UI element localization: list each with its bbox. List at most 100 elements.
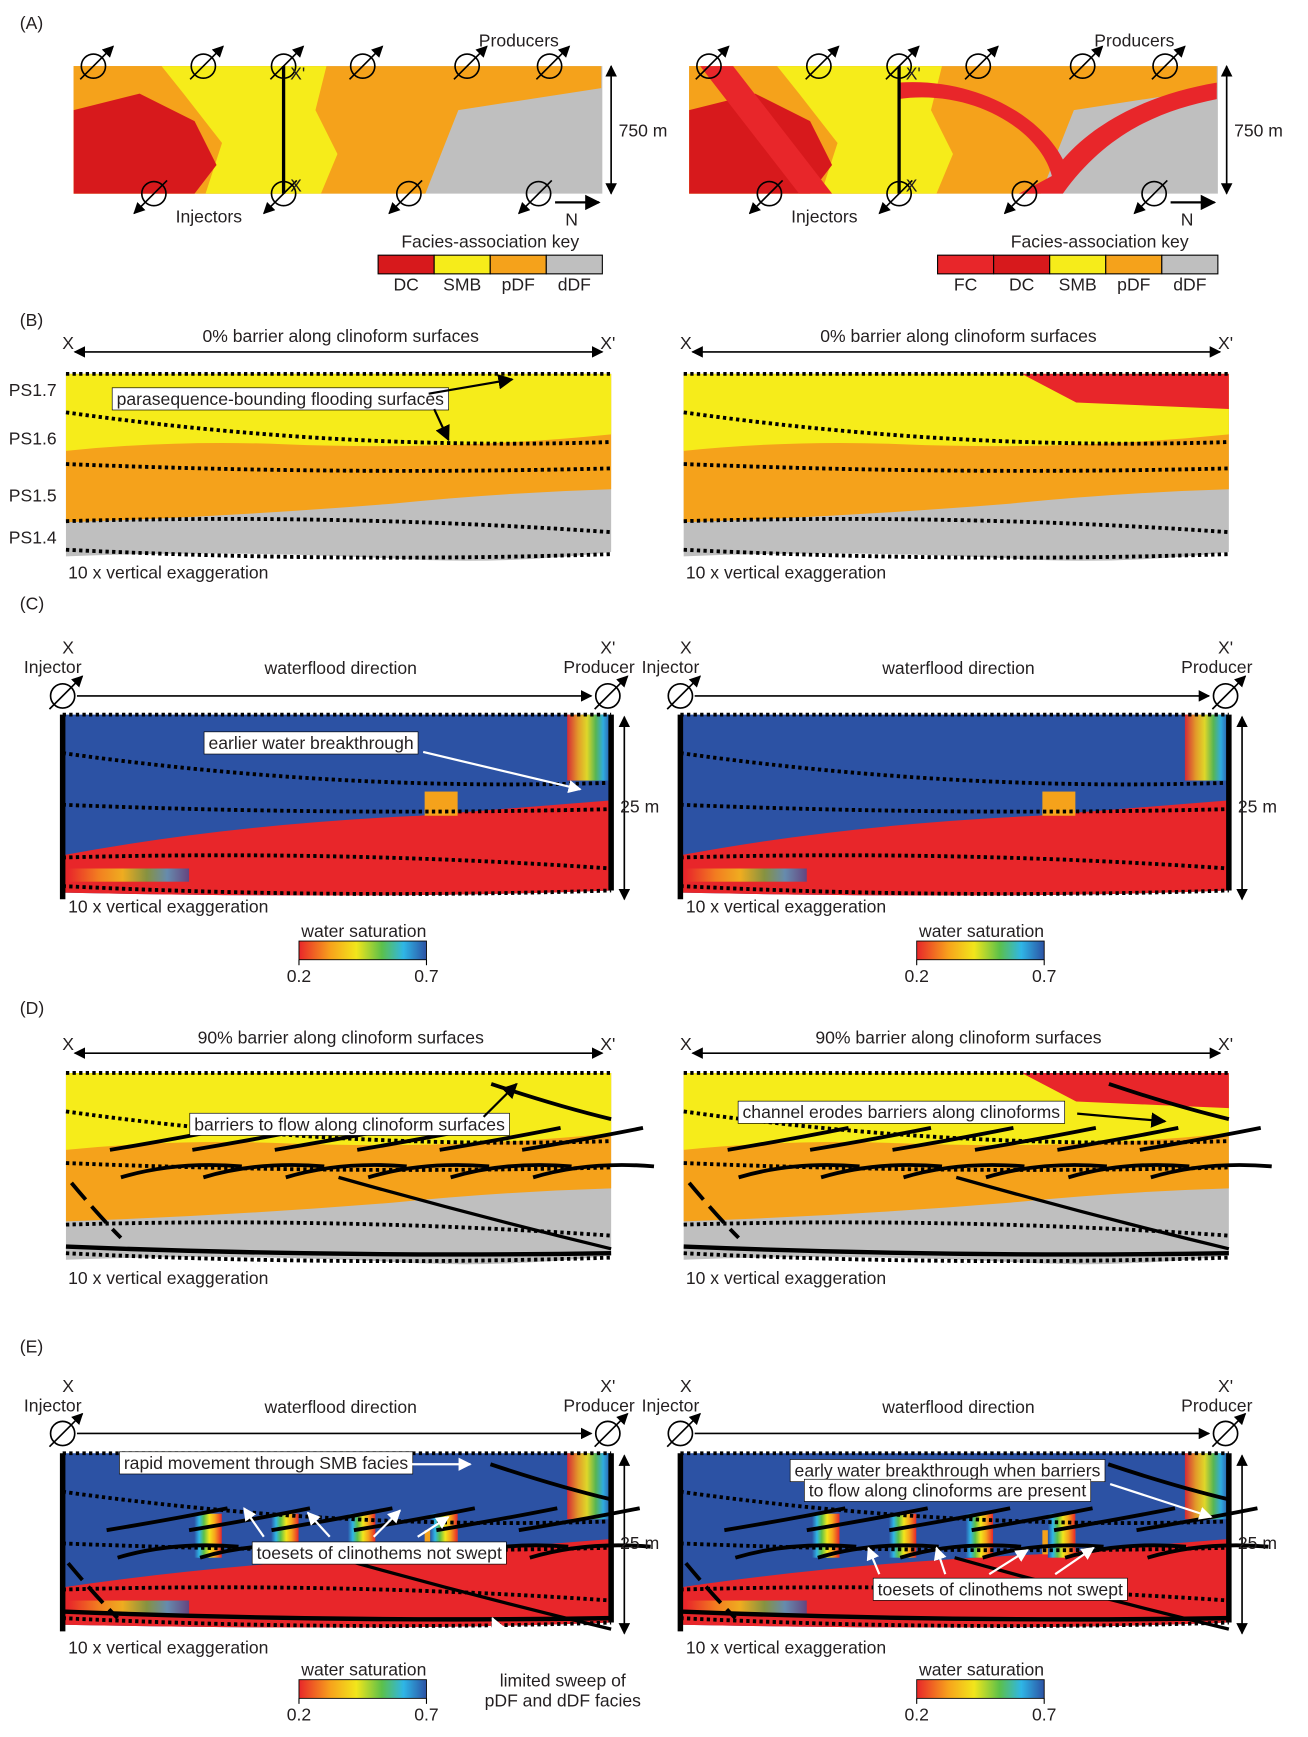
well-label: Producer xyxy=(563,1396,634,1416)
saturation-front xyxy=(1185,715,1229,781)
key-swatch xyxy=(1050,255,1106,274)
exaggeration-label: 10 x vertical exaggeration xyxy=(686,1638,886,1658)
annotation: barriers to flow along clinoform surface… xyxy=(194,1114,505,1134)
key-label: pDF xyxy=(1117,275,1150,295)
well-label: Injector xyxy=(642,657,700,677)
key-label: dDF xyxy=(1173,275,1206,295)
colorbar-title: water saturation xyxy=(918,921,1044,941)
well-arrow xyxy=(1212,1414,1245,1447)
section-title: 0% barrier along clinoform surfaces xyxy=(202,326,479,346)
key-label: FC xyxy=(954,275,978,295)
annotation: earlier water breakthrough xyxy=(208,733,413,753)
scale-label: 25 m xyxy=(620,797,659,817)
section-end-label: X' xyxy=(600,1034,615,1054)
panel-label: (A) xyxy=(20,13,43,33)
section-title: 90% barrier along clinoform surfaces xyxy=(815,1028,1101,1048)
scale-label: 25 m xyxy=(620,1533,659,1553)
key-title: Facies-association key xyxy=(401,232,579,252)
exaggeration-label: 10 x vertical exaggeration xyxy=(686,563,886,583)
well-arrow xyxy=(49,676,82,709)
annotation: toesets of clinothems not swept xyxy=(878,1579,1123,1599)
colorbar-label: 0.7 xyxy=(414,966,438,986)
flow-label: waterflood direction xyxy=(264,1397,417,1417)
section-end-label: X xyxy=(62,1034,74,1054)
section-end-label: X xyxy=(62,1376,74,1396)
colorbar-title: water saturation xyxy=(300,1660,426,1680)
colorbar-label: 0.2 xyxy=(287,1705,311,1725)
section-end-label: X' xyxy=(1218,1034,1233,1054)
section-end-label: X xyxy=(62,333,74,353)
well-label: Producer xyxy=(1181,657,1252,677)
figure: (A)(B)(C)(D)(E)X'XProducersInjectors750 … xyxy=(0,0,1308,1737)
colorbar xyxy=(299,941,427,960)
annotation: pDF and dDF facies xyxy=(485,1690,642,1710)
panel-label: (E) xyxy=(20,1336,43,1356)
section-end-label: X xyxy=(680,637,692,657)
flow-label: waterflood direction xyxy=(881,658,1034,678)
key-label: dDF xyxy=(558,275,591,295)
well-arrow xyxy=(667,1414,700,1447)
key-label: pDF xyxy=(502,275,535,295)
panel-label: (D) xyxy=(20,998,44,1018)
key-label: DC xyxy=(393,275,419,295)
panel-label: (C) xyxy=(20,593,44,613)
colorbar-title: water saturation xyxy=(300,921,426,941)
annotation: limited sweep of xyxy=(500,1671,626,1691)
annotation: toesets of clinothems not swept xyxy=(257,1543,502,1563)
key-label: SMB xyxy=(1059,275,1097,295)
key-label: DC xyxy=(1009,275,1035,295)
colorbar-label: 0.7 xyxy=(414,1705,438,1725)
saturation-front xyxy=(68,869,189,882)
annotation: channel erodes barriers along clinoforms xyxy=(743,1102,1061,1122)
section-end-label: X' xyxy=(600,1376,615,1396)
well-label: Injector xyxy=(24,657,82,677)
section-end-label: X' xyxy=(1218,637,1233,657)
injectors-label: Injectors xyxy=(791,206,858,226)
saturation-front xyxy=(567,1453,611,1519)
page: (A)(B)(C)(D)(E)X'XProducersInjectors750 … xyxy=(0,0,1308,1737)
scale-label: 25 m xyxy=(1238,797,1277,817)
colorbar xyxy=(917,941,1045,960)
flow-label: waterflood direction xyxy=(264,658,417,678)
key-swatch xyxy=(546,255,602,274)
annotation: parasequence-bounding flooding surfaces xyxy=(117,389,445,409)
well-arrow xyxy=(49,1414,82,1447)
key-title: Facies-association key xyxy=(1011,232,1189,252)
section-end-label: X xyxy=(680,333,692,353)
facies-layer xyxy=(66,374,611,451)
well-label: Injector xyxy=(642,1396,700,1416)
well-label: Producer xyxy=(563,657,634,677)
scale-label: 25 m xyxy=(1238,1533,1277,1553)
well-label: Injector xyxy=(24,1396,82,1416)
well-label: Producer xyxy=(1181,1396,1252,1416)
scale-label: 750 m xyxy=(1234,121,1283,141)
producers-label: Producers xyxy=(479,31,559,51)
section-end-label: X' xyxy=(1218,333,1233,353)
parasequence-label: PS1.7 xyxy=(9,380,57,400)
key-swatch xyxy=(994,255,1050,274)
colorbar-label: 0.2 xyxy=(904,966,928,986)
key-label: SMB xyxy=(443,275,481,295)
section-end-label: X' xyxy=(600,637,615,657)
section-end-label: X' xyxy=(600,333,615,353)
exaggeration-label: 10 x vertical exaggeration xyxy=(686,897,886,917)
section-end-label: X xyxy=(680,1034,692,1054)
key-swatch xyxy=(1106,255,1162,274)
well-arrow xyxy=(1212,676,1245,709)
colorbar-label: 0.7 xyxy=(1032,1705,1056,1725)
scale-label: 750 m xyxy=(619,121,668,141)
saturation-front xyxy=(1185,1453,1229,1519)
exaggeration-label: 10 x vertical exaggeration xyxy=(686,1268,886,1288)
colorbar-label: 0.2 xyxy=(904,1705,928,1725)
key-swatch xyxy=(1162,255,1218,274)
parasequence-label: PS1.6 xyxy=(9,428,57,448)
key-swatch xyxy=(434,255,490,274)
flow-label: waterflood direction xyxy=(881,1397,1034,1417)
colorbar-label: 0.7 xyxy=(1032,966,1056,986)
exaggeration-label: 10 x vertical exaggeration xyxy=(68,563,268,583)
section-label: X' xyxy=(290,64,305,84)
key-swatch xyxy=(938,255,994,274)
well-arrow xyxy=(595,676,628,709)
section-label: X' xyxy=(906,64,921,84)
section-title: 0% barrier along clinoform surfaces xyxy=(820,326,1097,346)
